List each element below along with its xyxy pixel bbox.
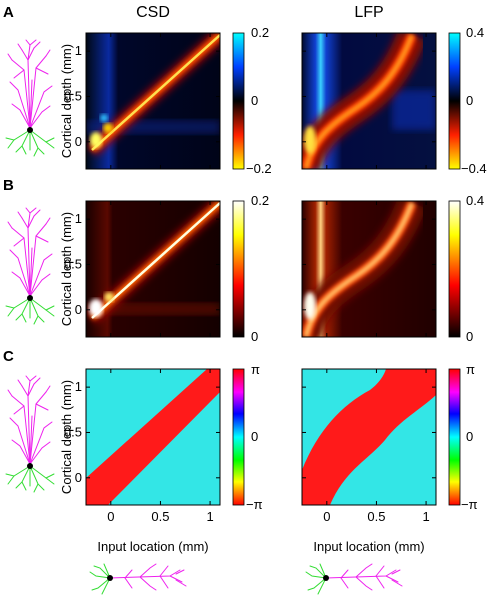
xlabel-right: Input location (mm) bbox=[313, 539, 424, 554]
xlabel-left: Input location (mm) bbox=[97, 539, 208, 554]
colorbar-tick-b-lfp-top: 0.4 bbox=[466, 193, 484, 208]
y-tick-label: 0 bbox=[75, 302, 82, 317]
row-label-b: B bbox=[3, 177, 14, 194]
axes-frame-b-lfp bbox=[301, 200, 437, 338]
y-tick-label: 1 bbox=[75, 211, 82, 226]
y-tick-label: 0.5 bbox=[64, 256, 82, 271]
pyramidal-neuron-horizontal-icon bbox=[305, 563, 403, 595]
colorbar-tick-c-lfp-bottom: −π bbox=[461, 497, 478, 512]
row-label-c: C bbox=[3, 348, 14, 365]
colorbar-tick-a-lfp-bottom: −0.4 bbox=[461, 161, 487, 176]
colorbar-b-csd bbox=[232, 200, 245, 338]
pyramidal-neuron-vertical-icon bbox=[5, 39, 55, 157]
colorbar-tick-c-csd-top: π bbox=[251, 362, 260, 377]
col-title-lfp: LFP bbox=[354, 4, 383, 21]
colorbar-tick-a-lfp-top: 0.4 bbox=[466, 25, 484, 40]
heatmap-c-csd bbox=[86, 369, 220, 505]
x-tick-label: 0.5 bbox=[151, 509, 169, 524]
x-tick-label: 1 bbox=[422, 509, 429, 524]
colorbar-c-csd bbox=[232, 368, 245, 506]
x-tick-label: 0.5 bbox=[367, 509, 385, 524]
heatmap-c-lfp bbox=[302, 369, 436, 505]
axes-frame-a-csd bbox=[85, 32, 221, 170]
axes-frame-b-csd bbox=[85, 200, 221, 338]
row-label-a: A bbox=[3, 4, 14, 21]
x-tick-label: 0 bbox=[107, 509, 114, 524]
x-tick-label: 0 bbox=[323, 509, 330, 524]
y-tick-label: 0.5 bbox=[64, 88, 82, 103]
heatmap-b-csd bbox=[86, 201, 220, 337]
y-tick-label: 1 bbox=[75, 43, 82, 58]
colorbar-a-lfp bbox=[448, 32, 461, 170]
colorbar-tick-b-lfp-bottom: 0 bbox=[466, 329, 473, 344]
axis-ticks: 1 0.5 0 1 0.5 0 1 0.5 0 0 0.5 1 0 0.5 1 bbox=[64, 33, 436, 524]
ylabel-row-b: Cortical depth (mm) bbox=[59, 212, 74, 326]
col-title-csd: CSD bbox=[136, 4, 170, 21]
pyramidal-neuron-vertical-icon bbox=[5, 375, 55, 493]
y-tick-label: 0.5 bbox=[64, 424, 82, 439]
axes-frame-c-lfp bbox=[301, 368, 437, 506]
heatmap-b-lfp bbox=[302, 201, 436, 337]
colorbar-tick-c-csd-mid: 0 bbox=[251, 429, 258, 444]
colorbar-b-lfp bbox=[448, 200, 461, 338]
ylabel-row-a: Cortical depth (mm) bbox=[59, 44, 74, 158]
pyramidal-neuron-horizontal-icon bbox=[89, 563, 187, 595]
ylabel-row-c: Cortical depth (mm) bbox=[59, 380, 74, 494]
pyramidal-neuron-vertical-icon bbox=[5, 207, 55, 325]
colorbar-tick-b-csd-bottom: 0 bbox=[251, 329, 258, 344]
colorbar-tick-a-csd-top: 0.2 bbox=[251, 25, 269, 40]
heatmap-a-csd bbox=[86, 33, 220, 169]
colorbar-tick-a-lfp-mid: 0 bbox=[466, 93, 473, 108]
colorbar-tick-a-csd-bottom: −0.2 bbox=[246, 161, 272, 176]
axes-frame-c-csd bbox=[85, 368, 221, 506]
colorbar-tick-c-lfp-mid: 0 bbox=[466, 429, 473, 444]
colorbar-tick-b-csd-top: 0.2 bbox=[251, 193, 269, 208]
colorbar-tick-c-csd-bottom: −π bbox=[246, 497, 263, 512]
axes-frame-a-lfp bbox=[301, 32, 437, 170]
colorbar-a-csd bbox=[232, 32, 245, 170]
colorbar-c-lfp bbox=[448, 368, 461, 506]
colorbar-tick-c-lfp-top: π bbox=[466, 362, 475, 377]
x-tick-label: 1 bbox=[206, 509, 213, 524]
y-tick-label: 0 bbox=[75, 134, 82, 149]
y-tick-label: 0 bbox=[75, 470, 82, 485]
y-tick-label: 1 bbox=[75, 379, 82, 394]
heatmap-a-lfp bbox=[302, 33, 436, 169]
colorbar-tick-a-csd-mid: 0 bbox=[251, 93, 258, 108]
